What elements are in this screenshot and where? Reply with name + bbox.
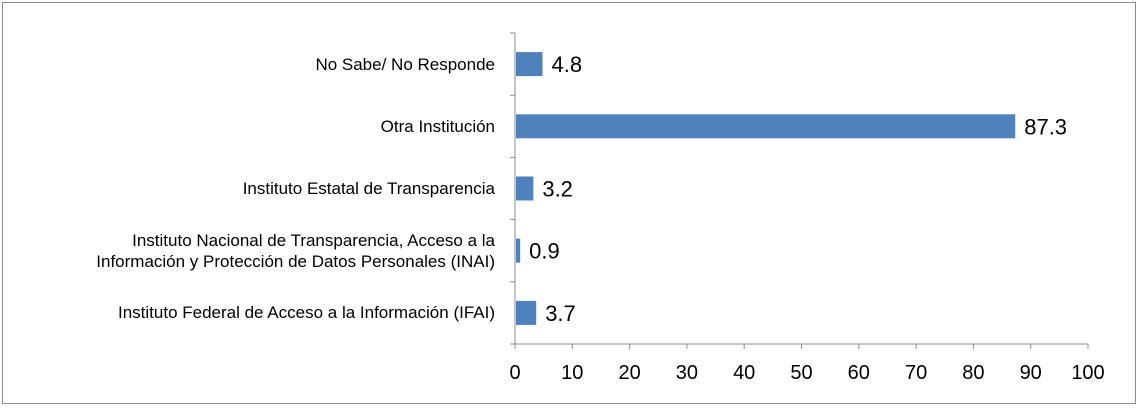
- category-label: Instituto Federal de Acceso a la Informa…: [5, 302, 495, 323]
- category-label-line: Instituto Federal de Acceso a la Informa…: [117, 303, 495, 323]
- x-tick-label: 70: [905, 362, 927, 384]
- data-label: 3.2: [542, 177, 573, 202]
- category-label-line: No Sabe/ No Responde: [315, 54, 495, 74]
- bar: [516, 238, 521, 263]
- category-label: Instituto Estatal de Transparencia: [5, 178, 495, 199]
- x-tick-label: 40: [733, 362, 755, 384]
- data-label: 0.9: [529, 239, 560, 264]
- bar: [516, 300, 537, 325]
- category-label: Otra Institución: [5, 116, 495, 137]
- category-label-line: Instituto Estatal de Transparencia: [242, 179, 495, 198]
- category-label: Instituto Nacional de Transparencia, Acc…: [5, 230, 495, 272]
- x-tick-label: 0: [509, 362, 520, 384]
- category-label-line: Otra Institución: [380, 116, 495, 136]
- x-tick-label: 60: [848, 362, 870, 384]
- category-label: No Sabe/ No Responde: [5, 54, 495, 75]
- x-tick-label: 30: [676, 362, 698, 384]
- data-label: 4.8: [552, 52, 583, 77]
- x-tick-label: 90: [1020, 362, 1042, 384]
- data-label: 87.3: [1024, 114, 1067, 139]
- bar: [516, 176, 534, 201]
- x-tick-label: 50: [790, 362, 812, 384]
- category-label-line: Información y Protección de Datos Person…: [96, 251, 495, 271]
- data-label: 3.7: [545, 301, 576, 326]
- chart-frame: No Sabe/ No Responde Otra Institución Inst…: [2, 2, 1136, 404]
- x-tick-label: 80: [962, 362, 984, 384]
- x-tick-label: 10: [561, 362, 583, 384]
- x-tick-label: 100: [1071, 362, 1104, 384]
- bar: [516, 52, 543, 77]
- category-label-line: Instituto Nacional de Transparencia, Acc…: [132, 230, 495, 250]
- bar-chart: 0 10 20 30 40 50 60 70 80 90 100 4.8 87.3 3.2 0.9 3.7: [509, 32, 1105, 384]
- x-tick-label: 20: [618, 362, 640, 384]
- bar: [516, 114, 1016, 139]
